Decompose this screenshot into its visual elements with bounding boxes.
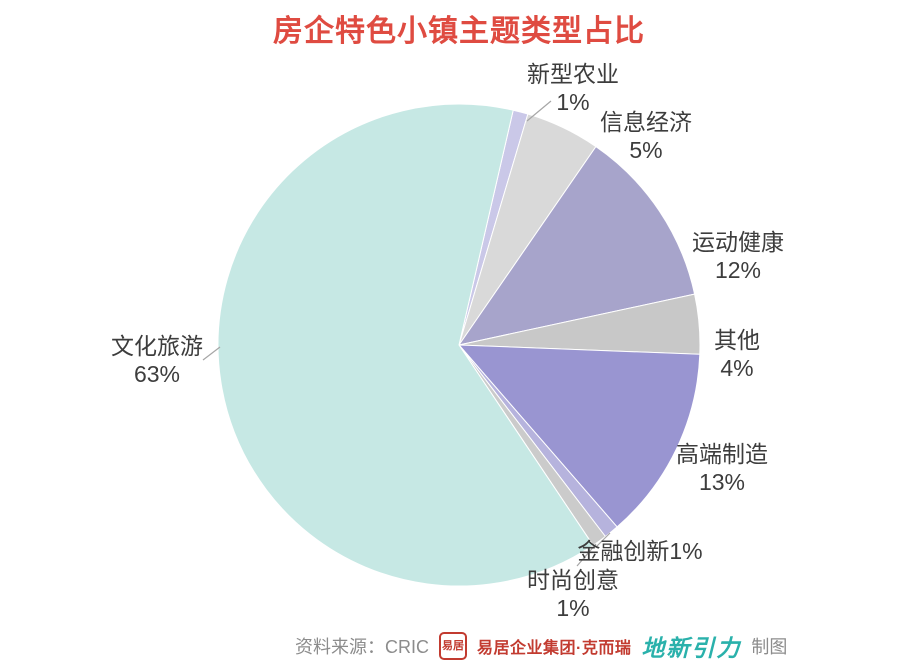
pie-slice-8	[217, 103, 594, 587]
chart-title: 房企特色小镇主题类型占比	[273, 15, 645, 48]
slice-label-8: 文化旅游 63%	[111, 332, 203, 388]
leader-line-8	[202, 346, 221, 361]
slice-label-percent: 63%	[133, 361, 181, 387]
slice-label-name: 其他	[714, 327, 760, 353]
slice-label-name: 时尚创意	[527, 567, 619, 593]
slice-label-name: 高端制造	[676, 441, 768, 467]
slice-label-2: 信息经济 5%	[600, 108, 692, 164]
slice-label-7: 时尚创意 1%	[527, 566, 619, 622]
yiju-seal-logo: 易居	[439, 632, 467, 660]
slice-label-percent: 12%	[714, 257, 762, 283]
pie-slice-3	[457, 145, 696, 346]
slice-label-percent: 4%	[720, 355, 754, 381]
slice-label-6: 金融创新1%	[577, 538, 703, 564]
slice-label-5: 高端制造 13%	[676, 440, 768, 496]
slice-label-4: 其他 4%	[714, 326, 760, 382]
leader-line-1	[526, 100, 552, 122]
slice-label-1: 新型农业 1%	[527, 60, 619, 116]
slice-label-percent: 13%	[698, 469, 746, 495]
dixinyinli-logo: 地新引力	[641, 635, 742, 661]
slice-label-percent: 1%	[556, 89, 590, 115]
slice-label-name: 文化旅游	[111, 333, 203, 359]
slice-label-percent: 1%	[556, 595, 590, 621]
cric-brand-text: 易居企业集团·克而瑞	[477, 640, 632, 657]
slice-label-name: 信息经济	[600, 109, 692, 135]
slice-label-name: 新型农业	[527, 61, 619, 87]
source-label: 资料来源：CRIC	[295, 637, 429, 657]
slice-label-name: 运动健康	[692, 229, 784, 255]
footer: 资料来源：CRIC 易居 易居企业集团·克而瑞 地新引力 制图	[295, 629, 787, 663]
leader-line-6	[595, 532, 611, 548]
credit-label: 制图	[751, 637, 788, 657]
leader-line-7	[576, 543, 597, 567]
slice-label-3: 运动健康 12%	[692, 228, 784, 284]
slice-label-percent: 5%	[629, 137, 663, 163]
pie-slice-5	[457, 344, 701, 528]
